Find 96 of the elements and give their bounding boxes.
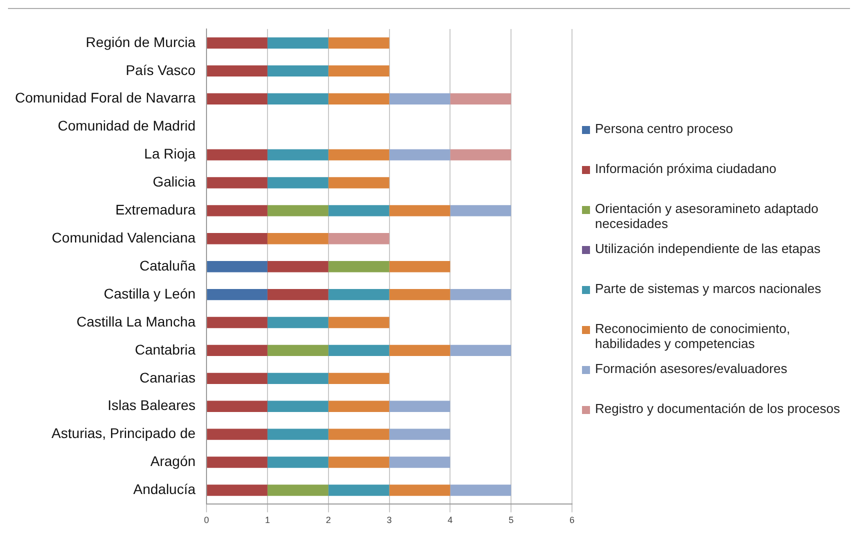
bar [328,316,390,328]
bar [267,261,328,272]
x-tick-label: 6 [569,515,575,526]
bar [450,484,512,496]
bar [267,205,328,216]
bar [207,288,268,300]
bar [207,37,268,49]
y-tick-label: La Rioja [144,146,196,162]
y-tick-label: Comunidad Valenciana [52,230,196,246]
bar [328,233,390,244]
bar [207,177,268,188]
bar [267,93,328,104]
bar [328,288,390,300]
legend-label: Información próxima ciudadano [595,161,776,176]
bar [389,261,450,272]
bar [207,65,268,77]
y-tick-label: Región de Murcia [86,34,196,50]
bar [389,344,450,356]
legend-label: Utilización independiente de las etapas [595,241,820,256]
bar [267,428,328,440]
y-tick-label: Islas Baleares [108,397,196,414]
legend-label: Registro y documentación de los procesos [595,401,840,416]
bar [328,37,390,49]
bar [207,316,268,328]
bar [328,93,390,104]
bar [267,65,328,77]
x-tick-label: 5 [508,515,514,526]
bar [207,484,268,496]
bar [267,344,328,356]
bar [267,484,328,496]
legend-label: Orientación y asesoramineto adaptado necesidades [595,201,820,231]
x-tick-label: 3 [386,515,392,526]
x-tick-label: 2 [326,515,331,526]
legend-label: Reconocimiento de conocimiento, habilidades y competencias [595,321,792,351]
bar [267,288,328,300]
legend-label: Persona centro proceso [595,121,734,136]
bar [389,456,450,468]
bar [267,372,328,384]
bar [267,316,328,328]
bar [207,400,268,412]
bar [328,205,390,216]
bar [207,149,268,160]
bar [450,288,512,300]
y-tick-label: Comunidad Foral de Navarra [15,90,196,106]
bar [267,177,328,188]
legend-label: Parte de sistemas y marcos nacionales [595,281,822,296]
bar [267,37,328,49]
bar [450,93,512,104]
bar [389,149,450,160]
bar [328,344,390,356]
bar [207,456,268,468]
y-tick-label: Castilla y León [104,285,196,302]
bar [328,177,390,188]
bar [267,456,328,468]
y-tick-label: Extremadura [115,202,196,218]
bar [389,93,450,104]
bar [328,149,390,160]
bar [267,400,328,412]
bar [207,233,268,244]
y-tick-label: País Vasco [126,62,196,78]
bar [328,456,390,468]
bar [450,205,512,216]
y-tick-label: Comunidad de Madrid [58,118,196,134]
bar [389,400,450,412]
bar [207,205,268,216]
bar [328,65,390,77]
y-tick-label: Cataluña [139,257,196,274]
y-tick-label: Aragón [150,453,196,470]
bar [207,261,268,272]
x-tick-label: 4 [448,515,453,526]
bar [450,149,512,160]
bar [389,428,450,440]
legend-label: Formación asesores/evaluadores [595,361,788,376]
bar [389,484,450,496]
bar [207,428,268,440]
bar [267,233,328,244]
y-tick-label: Cantabria [134,341,196,358]
y-tick-label: Asturias, Principado de [52,425,196,442]
bar [267,149,328,160]
bar [328,484,390,496]
bar [328,372,390,384]
bar [328,261,390,272]
y-tick-label: Castilla La Mancha [76,313,196,330]
bar [389,205,450,216]
bar [389,288,450,300]
y-tick-label: Canarias [140,369,196,386]
y-tick-label: Galicia [152,174,196,190]
bar [207,344,268,356]
y-tick-label: Andalucía [133,481,196,498]
bar [450,344,512,356]
bar [207,93,268,104]
bar [207,372,268,384]
bar [328,400,390,412]
x-tick-label: 0 [204,515,210,526]
x-tick-label: 1 [264,515,270,526]
bar [328,428,390,440]
